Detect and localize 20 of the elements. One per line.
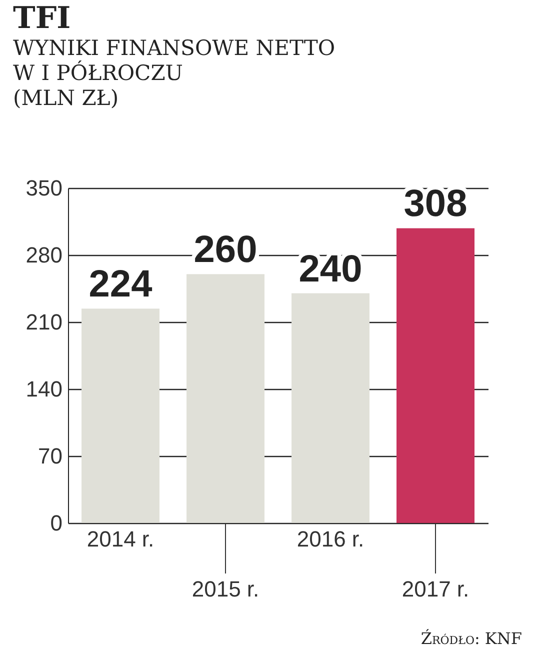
x-tick-label: 2015 r. <box>192 576 260 602</box>
data-label: 240 <box>298 248 362 290</box>
y-tick-label: 0 <box>50 510 62 536</box>
y-tick-label: 280 <box>26 242 62 268</box>
bar <box>396 228 474 523</box>
data-label: 224 <box>88 264 152 306</box>
x-tick-label: 2014 r. <box>86 526 154 552</box>
y-tick-label: 350 <box>26 176 62 200</box>
chart-title: TFI <box>13 1 71 36</box>
x-tick-label: 2016 r. <box>296 526 364 552</box>
chart-subtitle: WYNIKI FINANSOWE NETTO W I PÓŁROCZU (MLN ZŁ) <box>13 36 336 110</box>
bar <box>292 293 370 523</box>
bar <box>186 274 264 523</box>
y-tick-label: 210 <box>26 310 62 334</box>
bar <box>82 308 160 523</box>
y-tick-label: 140 <box>26 376 62 402</box>
data-label: 308 <box>404 183 468 226</box>
x-tick-label: 2017 r. <box>402 576 470 602</box>
y-tick-label: 70 <box>38 444 62 468</box>
text: Źródło: KNF <box>420 629 523 648</box>
